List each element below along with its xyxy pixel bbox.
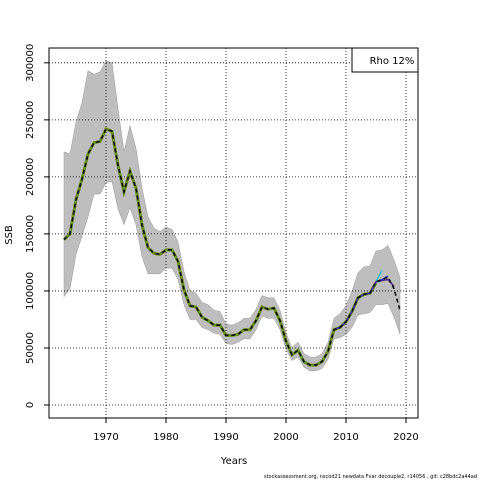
x-tick-label: 1990 — [213, 432, 238, 443]
annotation-box — [351, 47, 419, 73]
y-axis-label: SSB — [4, 225, 15, 245]
y-tick-label: 50000 — [25, 332, 36, 364]
x-tick-label: 2020 — [393, 432, 418, 443]
y-tick-label: 150000 — [25, 215, 36, 253]
y-tick-label: 300000 — [25, 44, 36, 82]
confidence-band — [63, 60, 401, 372]
y-tick-label: 100000 — [25, 272, 36, 310]
footer: stockassessment.org, nscod21 newdata Fva… — [264, 474, 477, 480]
y-tick-label: 250000 — [25, 101, 36, 139]
x-axis-label: Years — [220, 456, 247, 467]
plot-frame — [48, 47, 419, 419]
y-tick-label: 200000 — [25, 158, 36, 196]
annotation: Rho 12% — [370, 56, 415, 67]
x-tick-label: 1980 — [153, 432, 178, 443]
x-tick-label: 2000 — [273, 432, 298, 443]
y-tick-label: 0 — [25, 402, 36, 408]
x-tick-label: 1970 — [93, 432, 118, 443]
x-tick-label: 2010 — [333, 432, 358, 443]
series-line — [63, 128, 401, 366]
